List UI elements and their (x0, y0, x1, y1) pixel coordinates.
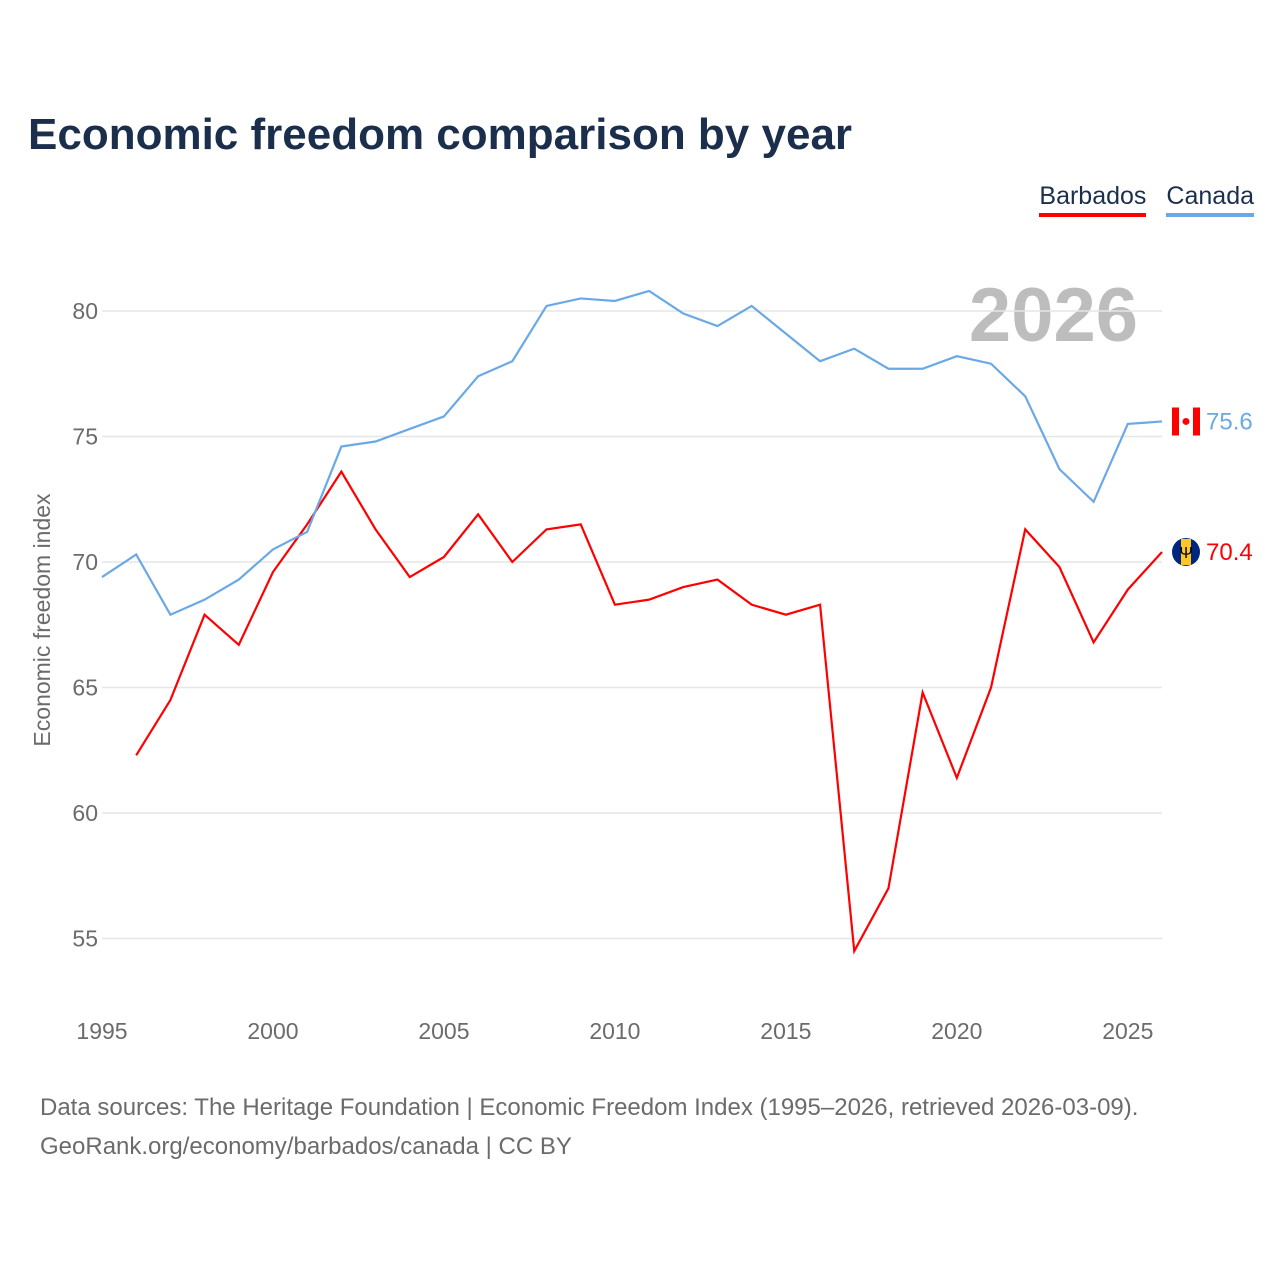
x-tick-label: 2000 (247, 1018, 298, 1044)
y-tick-label: 75 (72, 424, 98, 450)
source-line-2[interactable]: GeoRank.org/economy/barbados/canada | CC… (40, 1133, 572, 1160)
series-line-canada (101, 289, 1163, 617)
x-tick-label: 2010 (589, 1018, 640, 1044)
y-tick-label: 70 (72, 549, 98, 575)
y-tick-label: 65 (72, 675, 98, 701)
y-tick-label: 55 (72, 926, 98, 952)
y-tick-label: 80 (72, 298, 98, 324)
source-note: Data sources: The Heritage Foundation | … (40, 1088, 1138, 1166)
x-tick-label: 1995 (76, 1018, 127, 1044)
chart-title: Economic freedom comparison by year (28, 110, 853, 159)
source-line-1: Data sources: The Heritage Foundation | … (40, 1094, 1139, 1121)
x-tick-label: 2020 (931, 1018, 982, 1044)
end-value-label: 75.6 (1206, 408, 1253, 435)
barbados-flag-icon: Ψ (1172, 537, 1200, 566)
legend-canada[interactable]: Canada (1166, 182, 1254, 217)
series-line-barbados (135, 469, 1163, 955)
y-tick-label: 60 (72, 800, 98, 826)
legend-barbados[interactable]: Barbados (1039, 182, 1147, 217)
x-tick-label: 2005 (418, 1018, 469, 1044)
y-axis-label: Economic freedom index (29, 493, 55, 747)
x-tick-label: 2025 (1102, 1018, 1153, 1044)
legend: Barbados Canada (1039, 182, 1254, 217)
canada-flag-icon (1172, 407, 1200, 436)
end-value-label: 70.4 (1206, 539, 1253, 566)
x-tick-label: 2015 (760, 1018, 811, 1044)
year-watermark: 2026 (969, 273, 1138, 358)
svg-text:Ψ: Ψ (1179, 545, 1192, 562)
